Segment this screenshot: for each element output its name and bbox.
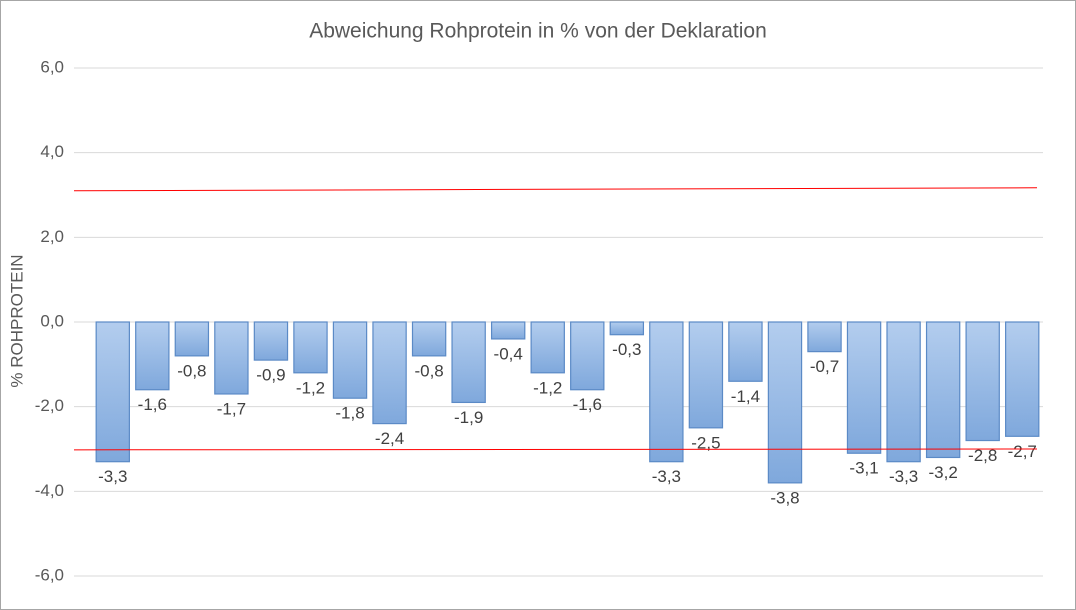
y-tick-label: -4,0: [35, 481, 64, 500]
bar: [490, 321, 526, 340]
bar: [965, 321, 1000, 442]
bar: [174, 321, 210, 357]
value-label: -0,3: [612, 340, 641, 359]
value-label: -1,6: [138, 395, 167, 414]
value-label: -3,3: [889, 467, 918, 486]
bar: [293, 321, 328, 374]
value-label: -0,8: [177, 361, 206, 380]
y-tick-label: -6,0: [35, 565, 64, 584]
value-label: -0,9: [256, 366, 285, 385]
bar: [451, 321, 486, 404]
y-tick-label: 2,0: [40, 227, 64, 246]
value-label: -1,8: [335, 404, 364, 423]
value-label: -3,8: [770, 488, 799, 507]
y-tick-label: 4,0: [40, 142, 64, 161]
y-tick-label: -2,0: [35, 396, 64, 415]
y-tick-label: 0,0: [40, 311, 64, 330]
bar: [807, 321, 842, 353]
reference-line: [73, 448, 1038, 451]
bar: [649, 321, 684, 463]
value-label: -2,5: [691, 433, 720, 452]
value-label: -2,4: [375, 429, 404, 448]
bar: [530, 321, 565, 374]
value-label: -3,3: [98, 467, 127, 486]
value-label: -0,4: [494, 344, 523, 363]
value-label: -1,2: [533, 378, 562, 397]
bar: [95, 321, 130, 463]
bar: [728, 321, 763, 382]
value-label: -0,8: [414, 361, 443, 380]
bar: [253, 321, 289, 361]
value-label: -0,7: [810, 357, 839, 376]
bar: [609, 321, 645, 336]
reference-line: [73, 187, 1038, 192]
bar: [570, 321, 605, 391]
chart-title: Abweichung Rohprotein in % von der Dekla…: [309, 20, 767, 43]
value-label: -1,4: [731, 387, 760, 406]
bar: [372, 321, 407, 425]
value-label: -2,7: [1008, 442, 1037, 461]
bar: [1005, 321, 1040, 437]
value-label: -1,9: [454, 408, 483, 427]
value-label: -2,8: [968, 446, 997, 465]
bar: [925, 321, 961, 459]
y-axis-label: % ROHPROTEIN: [7, 254, 26, 387]
value-label: -1,6: [573, 395, 602, 414]
bar: [767, 321, 803, 484]
value-label: -1,7: [217, 399, 246, 418]
value-label: -3,3: [652, 467, 681, 486]
bar: [886, 321, 921, 463]
value-label: -3,1: [849, 459, 878, 478]
y-tick-label: 6,0: [40, 57, 64, 76]
bar: [411, 321, 447, 357]
bar: [688, 321, 724, 429]
bar: [135, 321, 170, 391]
value-label: -3,2: [928, 463, 957, 482]
bar: [846, 321, 882, 454]
bar: [214, 321, 249, 395]
value-label: -1,2: [296, 378, 325, 397]
bar: [332, 321, 368, 399]
